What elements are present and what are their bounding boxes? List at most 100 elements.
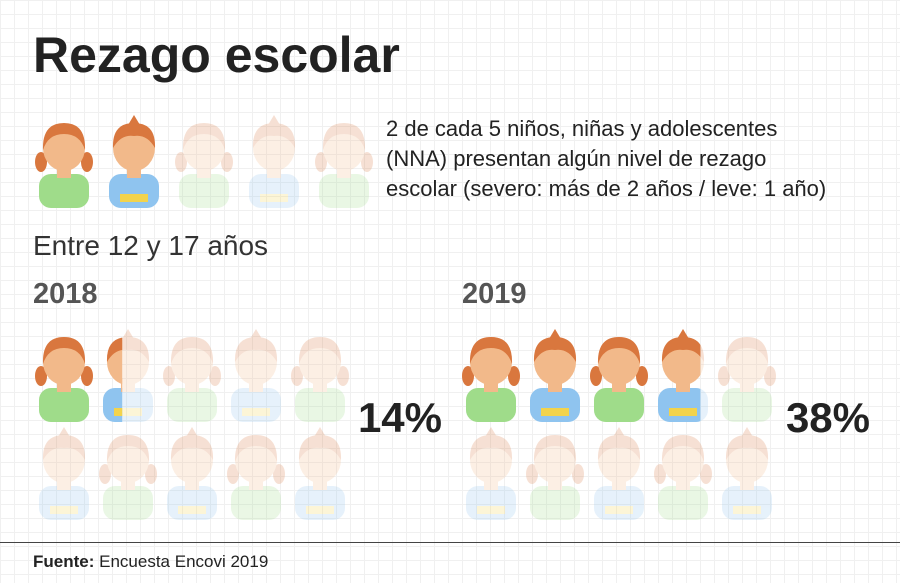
pigtail <box>764 366 776 386</box>
shirt <box>39 174 89 208</box>
shirt <box>249 174 299 208</box>
tuft <box>677 329 689 339</box>
head <box>43 437 85 483</box>
hair <box>725 337 769 364</box>
hair <box>533 435 577 462</box>
hair <box>106 337 123 362</box>
head <box>662 437 704 483</box>
girl-icon <box>590 337 648 422</box>
hair <box>234 337 278 362</box>
source-label: Fuente: <box>33 552 95 571</box>
neck <box>121 378 135 392</box>
book <box>605 506 633 514</box>
hair <box>42 123 86 150</box>
neck <box>313 378 327 392</box>
pigtail <box>35 152 47 172</box>
pigtail <box>175 152 187 172</box>
head <box>726 437 768 483</box>
pigtail <box>273 464 285 484</box>
tuft <box>250 329 262 339</box>
pigtail <box>337 366 349 386</box>
description-line: (NNA) presentan algún nivel de rezago <box>386 146 767 171</box>
book <box>178 506 206 514</box>
shirt <box>722 388 772 422</box>
shirt <box>530 486 580 520</box>
shirt <box>594 486 644 520</box>
pigtail <box>654 464 666 484</box>
description-line: escolar (severo: más de 2 años / leve: 1… <box>386 176 827 201</box>
hair <box>42 337 86 364</box>
pigtail <box>35 366 47 386</box>
pigtail <box>590 366 602 386</box>
year-label: 2018 <box>33 278 98 310</box>
boy-icon <box>167 427 217 520</box>
pigtail <box>227 464 239 484</box>
hair <box>298 337 342 364</box>
hair <box>234 435 278 462</box>
neck <box>740 378 754 392</box>
shirt <box>594 388 644 422</box>
neck <box>612 476 626 490</box>
hair <box>252 123 296 148</box>
book <box>541 408 569 416</box>
boy-icon <box>295 427 345 520</box>
head <box>299 339 341 385</box>
head <box>534 437 576 483</box>
book <box>114 408 142 416</box>
boy-icon <box>103 337 123 422</box>
hair <box>597 435 641 460</box>
girl-icon <box>315 123 373 208</box>
girl-icon <box>175 123 233 208</box>
hair <box>298 435 342 460</box>
head <box>171 437 213 483</box>
head <box>253 125 295 171</box>
shirt <box>109 174 159 208</box>
hair <box>661 337 701 362</box>
shirt <box>319 174 369 208</box>
footer-rule <box>0 542 900 543</box>
pigtail <box>636 366 648 386</box>
head <box>726 339 768 385</box>
book <box>114 408 123 416</box>
neck <box>185 378 199 392</box>
pigtail <box>81 152 93 172</box>
shirt <box>295 486 345 520</box>
shirt <box>231 388 281 422</box>
subtitle: Entre 12 y 17 años <box>33 230 269 261</box>
boy-icon <box>466 427 516 520</box>
intro-pictogram <box>35 115 373 208</box>
neck <box>548 476 562 490</box>
shirt <box>295 388 345 422</box>
book <box>306 506 334 514</box>
neck <box>121 378 123 392</box>
boy-icon <box>249 115 299 208</box>
neck <box>249 378 263 392</box>
shirt <box>103 486 153 520</box>
book <box>669 408 697 416</box>
neck <box>676 476 690 490</box>
hair <box>533 337 577 362</box>
shirt <box>530 388 580 422</box>
hair <box>170 435 214 460</box>
tuft <box>741 427 753 437</box>
pigtail <box>526 464 538 484</box>
neck <box>267 164 281 178</box>
head <box>171 339 213 385</box>
pigtail <box>315 152 327 172</box>
tuft <box>122 329 134 339</box>
head <box>235 339 277 385</box>
pigtail <box>508 366 520 386</box>
pigtail <box>572 464 584 484</box>
pigtail <box>209 366 221 386</box>
tuft <box>314 427 326 437</box>
source-text: Encuesta Encovi 2019 <box>99 552 269 571</box>
girl-icon <box>35 337 93 422</box>
neck <box>249 476 263 490</box>
girl-icon <box>654 435 712 520</box>
hair <box>106 435 150 462</box>
book <box>120 194 148 202</box>
pigtail <box>163 366 175 386</box>
hair <box>661 435 705 462</box>
shirt <box>39 486 89 520</box>
hair <box>42 435 86 460</box>
